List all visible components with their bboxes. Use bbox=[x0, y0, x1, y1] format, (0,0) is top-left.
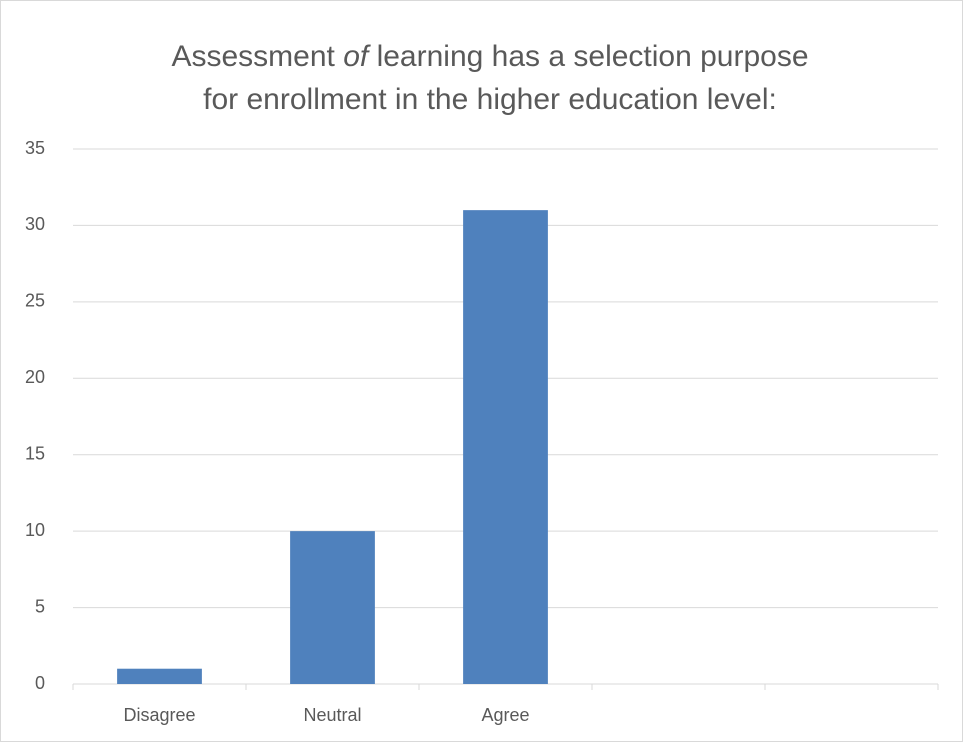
chart-title-line2: for enrollment in the higher education l… bbox=[203, 83, 777, 116]
y-tick-label: 15 bbox=[25, 443, 45, 463]
y-tick-label: 20 bbox=[25, 367, 45, 387]
y-tick-label: 30 bbox=[25, 214, 45, 234]
y-tick-label: 5 bbox=[35, 596, 45, 616]
y-tick-label: 25 bbox=[25, 291, 45, 311]
title-word: Assessment bbox=[171, 40, 335, 73]
y-tick-label: 10 bbox=[25, 520, 45, 540]
x-tick-label: Disagree bbox=[123, 705, 195, 725]
title-rest: learning has a selection purpose bbox=[377, 40, 809, 73]
chart-title-line1: Assessment of learning has a selection p… bbox=[171, 40, 808, 73]
x-tick-label: Neutral bbox=[303, 705, 361, 725]
x-tick-label: Agree bbox=[481, 705, 529, 725]
bar bbox=[117, 668, 202, 684]
bar bbox=[463, 210, 548, 684]
y-tick-label: 0 bbox=[35, 673, 45, 693]
title-italic-word: of bbox=[343, 40, 371, 73]
y-tick-label: 35 bbox=[25, 138, 45, 158]
bar bbox=[290, 531, 375, 684]
